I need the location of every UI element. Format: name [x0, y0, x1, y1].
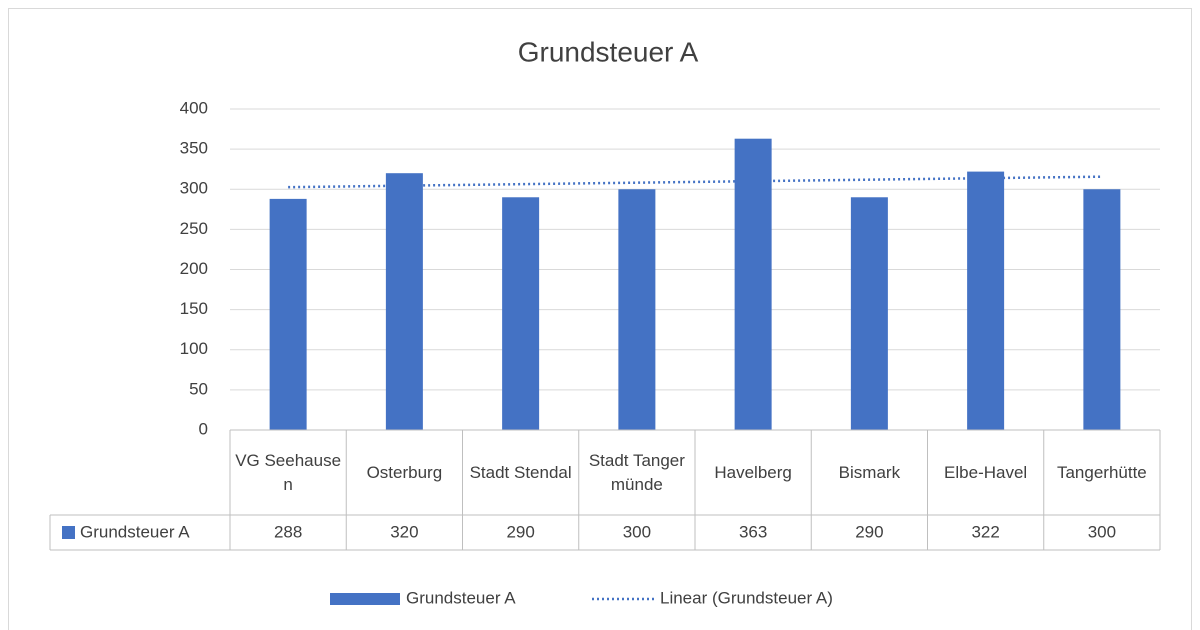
table-value: 300: [1088, 522, 1116, 541]
bar: [1083, 189, 1121, 430]
y-tick-label: 0: [199, 419, 208, 438]
bar: [967, 171, 1005, 430]
legend-key: [330, 593, 400, 605]
x-tick-label: Tangerhütte: [1056, 462, 1147, 482]
table-value: 290: [506, 522, 534, 541]
legend-label: Grundsteuer A: [406, 588, 516, 607]
x-tick-label: Stadt Tangermünde: [588, 450, 685, 494]
chart-title: Grundsteuer A: [518, 36, 699, 67]
table-value: 290: [855, 522, 883, 541]
x-tick-label: Stadt Stendal: [469, 462, 572, 482]
table-legend-key: [62, 526, 75, 539]
bar: [269, 198, 307, 430]
table-value: 300: [623, 522, 651, 541]
table-value: 320: [390, 522, 418, 541]
y-tick-label: 50: [189, 379, 208, 398]
y-tick-label: 200: [180, 259, 208, 278]
y-tick-label: 400: [180, 98, 208, 117]
bar: [850, 197, 888, 430]
bar: [385, 173, 423, 430]
x-tick-label: Havelberg: [714, 462, 792, 482]
bar: [502, 197, 540, 430]
table-value: 322: [971, 522, 999, 541]
y-tick-label: 300: [180, 179, 208, 198]
y-tick-label: 150: [180, 299, 208, 318]
y-tick-label: 350: [180, 139, 208, 158]
x-tick-label: Bismark: [838, 462, 901, 482]
x-tick-label: VG Seehausen: [235, 450, 342, 494]
y-tick-label: 100: [180, 339, 208, 358]
y-tick-label: 250: [180, 219, 208, 238]
trendline: [288, 175, 1102, 189]
table-series-name: Grundsteuer A: [80, 522, 190, 541]
x-tick-label: Osterburg: [366, 462, 443, 482]
table-value: 363: [739, 522, 767, 541]
bar: [618, 189, 656, 430]
legend-label: Linear (Grundsteuer A): [660, 588, 833, 607]
bar: [734, 138, 772, 430]
table-value: 288: [274, 522, 302, 541]
x-tick-label: Elbe-Havel: [944, 462, 1028, 482]
